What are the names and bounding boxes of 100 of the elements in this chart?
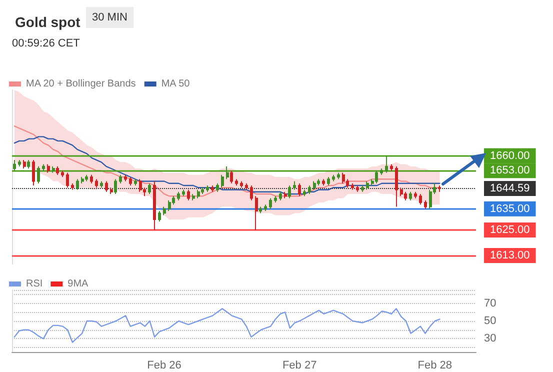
candlestick <box>37 166 40 184</box>
candlestick <box>313 180 316 190</box>
candlestick <box>240 180 243 188</box>
candlestick <box>66 172 69 188</box>
candlestick <box>216 182 219 192</box>
candlestick <box>56 166 59 176</box>
candlestick <box>61 170 64 178</box>
candlestick <box>424 200 427 210</box>
legend-label: 9MA <box>68 278 89 290</box>
candlestick <box>76 178 79 190</box>
chart-title: Gold spot <box>15 14 81 30</box>
candlestick <box>124 174 127 182</box>
y-tick-label: 1635.00 <box>490 202 530 215</box>
candlestick <box>105 180 108 192</box>
legend-label: MA 20 + Bollinger Bands <box>26 78 136 90</box>
candlestick <box>13 160 16 172</box>
candlestick <box>400 187 403 197</box>
x-tick-label: Feb 26 <box>147 360 182 372</box>
y-tick-label: 50 <box>484 315 496 327</box>
candlestick <box>322 178 325 186</box>
candlestick <box>221 174 224 188</box>
candlestick <box>134 178 137 186</box>
candlestick <box>163 206 166 216</box>
line-series <box>14 125 440 197</box>
candlestick <box>100 180 103 188</box>
line-series <box>14 308 440 343</box>
candlestick <box>390 164 393 172</box>
line-series <box>14 136 440 195</box>
candlestick <box>187 189 190 201</box>
candlestick <box>317 178 320 186</box>
candlestick <box>327 176 330 186</box>
candlestick <box>168 200 171 212</box>
candlestick <box>42 164 45 172</box>
candlestick <box>211 184 214 192</box>
candlestick <box>110 187 113 194</box>
legend-label: RSI <box>26 278 43 290</box>
y-tick-label: 1625.00 <box>490 224 530 236</box>
y-tick-label: 1660.00 <box>490 150 530 162</box>
candlestick <box>85 174 88 182</box>
candlestick <box>158 210 161 222</box>
candlestick <box>409 191 412 201</box>
candlestick <box>119 174 122 184</box>
candlestick <box>264 204 267 212</box>
candlestick <box>274 196 277 203</box>
candlestick <box>356 184 359 192</box>
candlestick <box>197 189 200 199</box>
y-tick-label: 1653.00 <box>490 164 530 177</box>
candlestick <box>114 178 117 194</box>
candlestick <box>366 180 369 190</box>
candlestick <box>375 170 378 184</box>
candlestick <box>71 182 74 190</box>
y-tick-label: 1644.59 <box>490 182 530 194</box>
candlestick <box>255 196 258 231</box>
candlestick <box>192 193 195 201</box>
candlestick <box>419 193 422 206</box>
y-tick-label: 30 <box>484 332 496 345</box>
candlestick <box>279 191 282 201</box>
candlestick <box>129 176 132 186</box>
candlestick <box>385 155 388 174</box>
y-tick-label: 70 <box>484 297 496 310</box>
candlestick <box>47 164 50 174</box>
candlestick <box>235 178 238 186</box>
candlestick <box>404 191 407 201</box>
candlestick <box>250 184 253 201</box>
candlestick <box>288 184 291 199</box>
text: 00:59:26 CET <box>12 38 80 50</box>
candlestick <box>245 182 248 190</box>
candlestick <box>81 176 84 184</box>
candlestick <box>182 189 185 197</box>
candlestick <box>52 166 55 174</box>
candlestick <box>90 174 93 184</box>
candlestick <box>226 166 229 180</box>
candlestick <box>259 206 262 214</box>
candlestick <box>201 187 204 194</box>
candlestick <box>148 182 151 194</box>
candlestick <box>351 182 354 190</box>
candlestick <box>293 180 296 190</box>
candlestick <box>32 160 35 186</box>
candlestick <box>153 180 156 231</box>
candlestick <box>342 172 345 184</box>
candlestick <box>361 184 364 192</box>
candlestick <box>438 184 441 192</box>
candlestick <box>414 191 417 199</box>
candlestick <box>284 191 287 199</box>
x-tick-label: Feb 27 <box>282 360 317 372</box>
candlestick <box>230 170 233 184</box>
legend-label: MA 50 <box>161 78 190 90</box>
candlestick <box>177 191 180 201</box>
candlestick <box>23 160 26 170</box>
candlestick <box>206 184 209 192</box>
y-tick-label: 1613.00 <box>490 250 530 262</box>
candlestick <box>303 189 306 197</box>
candlestick <box>18 160 21 167</box>
candlestick <box>337 172 340 180</box>
candlestick <box>395 166 398 208</box>
candlestick <box>95 178 98 188</box>
candlestick <box>27 160 30 170</box>
candlestick <box>332 174 335 182</box>
candlestick <box>380 168 383 176</box>
x-tick-label: Feb 28 <box>418 360 452 372</box>
